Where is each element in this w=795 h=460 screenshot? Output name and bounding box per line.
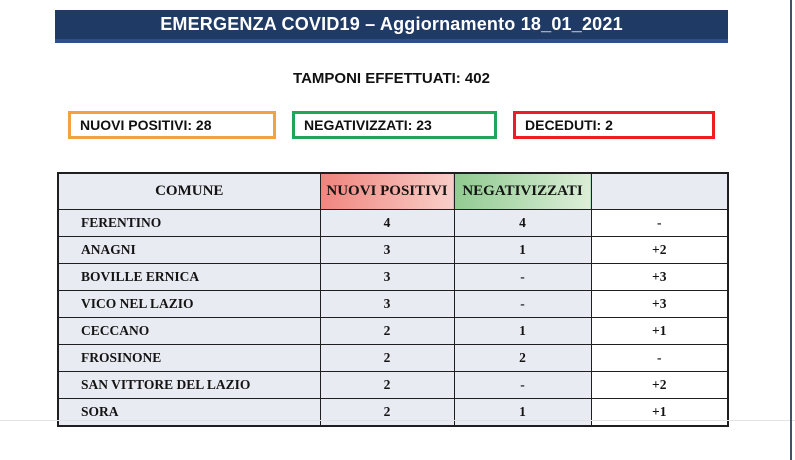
title-banner: EMERGENZA COVID19 – Aggiornamento 18_01_…: [55, 10, 728, 43]
column-header-negativizzati: NEGATIVIZZATI: [453, 172, 592, 210]
cell-comune: CECCANO: [57, 317, 321, 345]
cell-negativizzati: -: [453, 371, 592, 399]
cell-variazione: +1: [590, 317, 729, 345]
page-bottom-edge: [0, 420, 795, 421]
cell-comune: SAN VITTORE DEL LAZIO: [57, 371, 321, 399]
covid-table: COMUNE NUOVI POSITIVI NEGATIVIZZATI FERE…: [57, 172, 729, 427]
cell-negativizzati: 4: [453, 209, 592, 237]
table-row: CECCANO 2 1 +1: [57, 317, 729, 345]
column-header-comune: COMUNE: [57, 172, 321, 210]
table-row: VICO NEL LAZIO 3- +3: [57, 290, 729, 318]
cell-comune: FERENTINO: [57, 209, 321, 237]
summary-box-nuovi-positivi: NUOVI POSITIVI: 28: [68, 111, 276, 139]
cell-comune: BOVILLE ERNICA: [57, 263, 321, 291]
cell-comune: SORA: [57, 398, 321, 427]
cell-nuovi-positivi: 4: [319, 209, 455, 237]
covid-table-body: FERENTINO 4 4- ANAGNI 3 1 +2 BOVILLE ERNICA 3- +3…: [57, 209, 729, 427]
cell-nuovi-positivi: 2: [319, 398, 455, 427]
summary-boxes: NUOVI POSITIVI: 28 NEGATIVIZZATI: 23 DEC…: [68, 111, 715, 139]
cell-variazione: -: [590, 209, 729, 237]
cell-nuovi-positivi: 2: [319, 371, 455, 399]
title-text: EMERGENZA COVID19 – Aggiornamento 18_01_…: [160, 14, 623, 34]
summary-box-deceduti-label: DECEDUTI: 2: [525, 117, 613, 133]
cell-nuovi-positivi: 2: [319, 317, 455, 345]
table-header-row: COMUNE NUOVI POSITIVI NEGATIVIZZATI: [57, 172, 729, 210]
tamponi-effettuati-label: TAMPONI EFFETTUATI: 402: [293, 70, 490, 87]
summary-box-deceduti: DECEDUTI: 2: [513, 111, 715, 139]
cell-comune: ANAGNI: [57, 236, 321, 264]
cell-comune: VICO NEL LAZIO: [57, 290, 321, 318]
summary-box-nuovi-positivi-label: NUOVI POSITIVI: 28: [80, 117, 212, 133]
cell-variazione: -: [590, 344, 729, 372]
cell-negativizzati: 1: [453, 398, 592, 427]
cell-comune: FROSINONE: [57, 344, 321, 372]
cell-variazione: +2: [590, 371, 729, 399]
cell-negativizzati: -: [453, 290, 592, 318]
summary-box-negativizzati-label: NEGATIVIZZATI: 23: [304, 117, 432, 133]
table-row: SORA 2 1 +1: [57, 398, 729, 427]
cell-negativizzati: -: [453, 263, 592, 291]
summary-box-negativizzati: NEGATIVIZZATI: 23: [292, 111, 497, 139]
cell-nuovi-positivi: 2: [319, 344, 455, 372]
column-header-variazione: [590, 172, 729, 210]
cell-nuovi-positivi: 3: [319, 263, 455, 291]
table-row: FERENTINO 4 4-: [57, 209, 729, 237]
cell-negativizzati: 1: [453, 317, 592, 345]
cell-negativizzati: 1: [453, 236, 592, 264]
table-row: SAN VITTORE DEL LAZIO 2- +2: [57, 371, 729, 399]
table-row: ANAGNI 3 1 +2: [57, 236, 729, 264]
cell-variazione: +3: [590, 263, 729, 291]
cell-variazione: +3: [590, 290, 729, 318]
cell-variazione: +1: [590, 398, 729, 427]
table-row: FROSINONE 2 2-: [57, 344, 729, 372]
cell-negativizzati: 2: [453, 344, 592, 372]
page-right-edge: [790, 0, 792, 460]
cell-nuovi-positivi: 3: [319, 236, 455, 264]
column-header-nuovi-positivi: NUOVI POSITIVI: [319, 172, 455, 210]
cell-variazione: +2: [590, 236, 729, 264]
table-row: BOVILLE ERNICA 3- +3: [57, 263, 729, 291]
cell-nuovi-positivi: 3: [319, 290, 455, 318]
